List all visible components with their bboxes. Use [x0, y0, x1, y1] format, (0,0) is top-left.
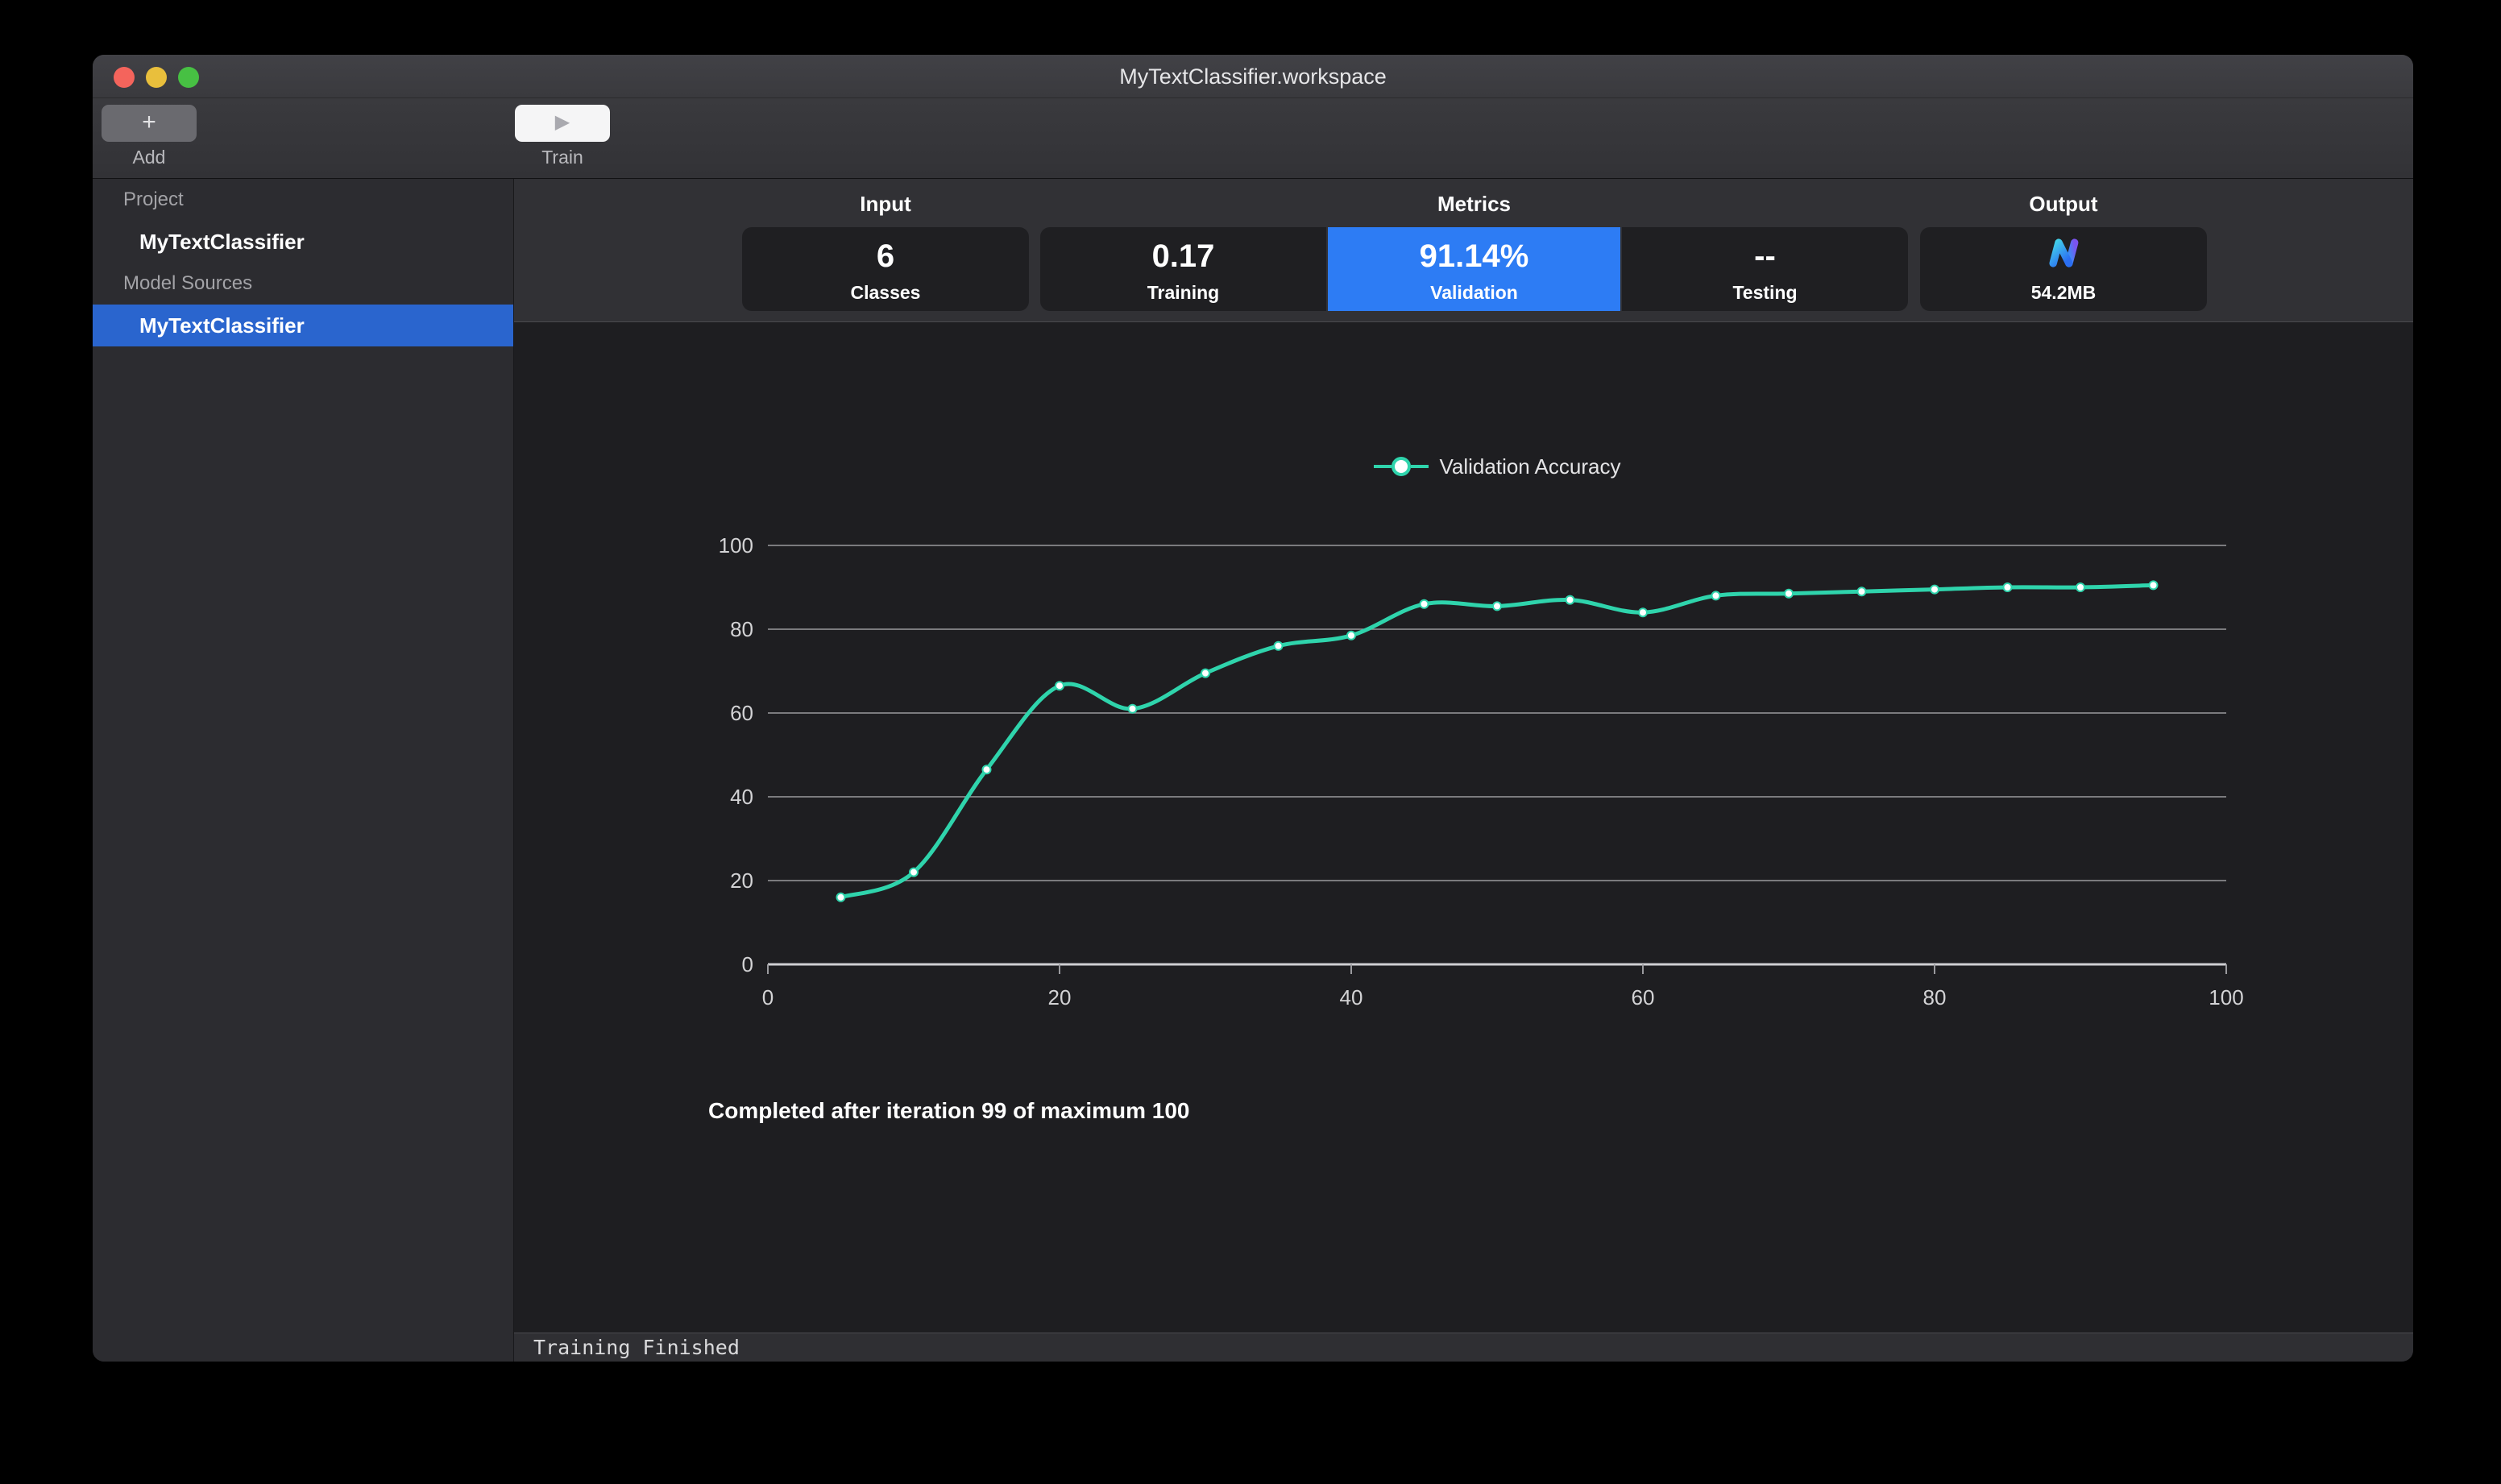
sidebar-section-project: Project — [123, 189, 184, 210]
metrics-header: Metrics — [1437, 192, 1512, 216]
play-icon: ▶ — [554, 111, 570, 133]
accuracy-chart-svg: 0 20 40 60 80 100 0 20 40 60 80 100 — [719, 533, 2244, 1009]
svg-text:80: 80 — [730, 617, 753, 641]
output-header: Output — [2029, 192, 2098, 216]
validation-label: Validation — [1430, 282, 1518, 303]
input-header: Input — [860, 192, 911, 216]
output-size-label: 54.2MB — [2030, 282, 2097, 303]
training-accuracy-card[interactable]: 0.17 Training — [1040, 227, 1326, 311]
testing-accuracy-card[interactable]: -- Testing — [1622, 227, 1908, 311]
svg-text:20: 20 — [1048, 985, 1072, 1009]
svg-text:60: 60 — [1632, 985, 1655, 1009]
sidebar: Project MyTextClassifier Model Sources M… — [93, 179, 514, 1362]
classes-value: 6 — [876, 238, 895, 274]
status-message: Training Finished — [533, 1336, 740, 1359]
completion-message: Completed after iteration 99 of maximum … — [708, 1098, 1190, 1123]
main-content: Input Metrics Output 6 Classes 0.17 Trai… — [514, 179, 2413, 1362]
testing-value: -- — [1754, 238, 1776, 274]
train-button[interactable]: ▶ — [515, 105, 610, 142]
title-bar[interactable]: MyTextClassifier.workspace — [93, 55, 2413, 98]
training-label: Training — [1147, 282, 1220, 303]
svg-text:60: 60 — [730, 701, 753, 725]
metrics-band: Input Metrics Output 6 Classes 0.17 Trai… — [514, 179, 2413, 322]
legend-marker-icon — [1373, 457, 1429, 476]
svg-text:0: 0 — [742, 952, 753, 976]
validation-value: 91.14% — [1419, 238, 1529, 274]
close-button[interactable] — [114, 67, 135, 88]
testing-label: Testing — [1732, 282, 1798, 303]
mlmodel-icon — [2049, 238, 2079, 267]
svg-text:40: 40 — [1340, 985, 1363, 1009]
train-button-label: Train — [541, 147, 583, 168]
output-model-card[interactable]: 54.2MB — [1920, 227, 2207, 311]
plus-icon: + — [142, 109, 156, 135]
chart-area: Validation Accuracy 0 20 40 60 80 100 0 20 40 60 8… — [514, 323, 2413, 1333]
minimize-button[interactable] — [146, 67, 167, 88]
sidebar-item-model-source-classifier[interactable]: MyTextClassifier — [93, 305, 513, 346]
toolbar: + Add ▶ Train — [93, 98, 2413, 179]
svg-text:40: 40 — [730, 785, 753, 809]
add-button-label: Add — [132, 147, 166, 168]
status-bar: Training Finished — [514, 1333, 2413, 1362]
legend-label: Validation Accuracy — [1439, 454, 1621, 479]
traffic-lights — [114, 67, 199, 88]
training-value: 0.17 — [1151, 238, 1215, 274]
svg-text:80: 80 — [1923, 985, 1947, 1009]
validation-accuracy-card[interactable]: 91.14% Validation — [1328, 227, 1620, 311]
sidebar-item-project-classifier[interactable]: MyTextClassifier — [139, 230, 305, 254]
classes-label: Classes — [850, 282, 921, 303]
app-window: MyTextClassifier.workspace + Add ▶ Train… — [93, 55, 2413, 1362]
add-button[interactable]: + — [102, 105, 197, 142]
svg-text:20: 20 — [730, 868, 753, 893]
svg-text:100: 100 — [2209, 985, 2243, 1009]
svg-text:100: 100 — [719, 533, 753, 558]
chart-legend: Validation Accuracy — [768, 450, 2226, 483]
classes-card[interactable]: 6 Classes — [742, 227, 1029, 311]
sidebar-section-model-sources: Model Sources — [123, 272, 253, 294]
window-title: MyTextClassifier.workspace — [1119, 64, 1387, 89]
zoom-button[interactable] — [178, 67, 199, 88]
svg-text:0: 0 — [762, 985, 774, 1009]
